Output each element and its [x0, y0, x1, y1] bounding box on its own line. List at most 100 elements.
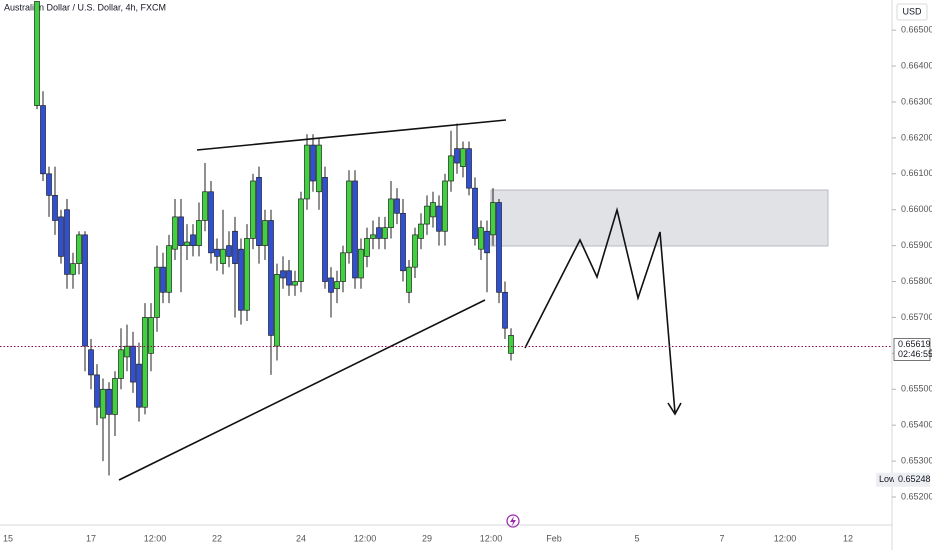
x-tick-label: 12	[843, 533, 853, 543]
candle-body	[430, 202, 436, 218]
currency: USD	[902, 6, 922, 16]
candle-body	[46, 173, 52, 196]
candle-body	[478, 227, 484, 250]
low-name-box	[876, 472, 894, 487]
low-value-label: 0.65248	[898, 474, 931, 484]
candle-body	[238, 248, 244, 311]
x-tick-label: 29	[422, 533, 432, 543]
candle-body	[100, 388, 106, 419]
candle-body	[190, 234, 196, 246]
low-name: Low	[879, 474, 896, 484]
candle-body	[502, 291, 508, 329]
candle-body	[196, 220, 202, 246]
candle-body	[358, 248, 364, 279]
candle-body	[424, 205, 430, 225]
currency-box[interactable]	[896, 3, 928, 21]
candle-body	[364, 238, 370, 257]
supply-zone	[490, 189, 829, 247]
y-tick-label: 0.66100	[901, 168, 932, 178]
y-tick-label: 0.65900	[901, 240, 932, 250]
candle-body	[244, 238, 250, 311]
candle-body	[160, 266, 166, 293]
candle-body	[226, 245, 232, 257]
candle-body	[352, 180, 358, 279]
candle-body	[466, 148, 472, 189]
x-tick-label: 22	[212, 533, 222, 543]
y-tick-label: 0.66200	[901, 132, 932, 142]
candle-body	[412, 234, 418, 268]
candle-body	[40, 105, 46, 175]
candle-body	[460, 148, 466, 167]
candle-body	[58, 216, 64, 257]
candle-body	[142, 317, 148, 408]
candle-body	[136, 363, 142, 408]
upper-trendline	[196, 119, 507, 151]
candle-body	[298, 198, 304, 282]
candle-body	[208, 191, 214, 254]
current-price-label: 0.65619	[898, 339, 931, 349]
candle-body	[508, 335, 514, 354]
projection-arrow	[667, 402, 682, 416]
candle-body	[316, 144, 322, 193]
chart-title: Australian Dollar / U.S. Dollar, 4h, FXC…	[4, 2, 166, 12]
y-tick-label: 0.65500	[901, 384, 932, 394]
candle-body	[112, 378, 118, 415]
candle-body	[52, 194, 58, 221]
candle-body	[490, 202, 496, 236]
drawings	[118, 119, 682, 481]
candle-body	[484, 230, 490, 254]
candle-body	[178, 216, 184, 246]
projection-path	[524, 206, 676, 414]
candle-body	[34, 1, 40, 106]
y-tick-label: 0.65400	[901, 420, 932, 430]
current-price-box	[893, 338, 931, 361]
candle-body	[256, 177, 262, 246]
candle-body	[304, 144, 310, 200]
candle-body	[202, 191, 208, 221]
candle-body	[184, 241, 190, 246]
candle-body	[106, 388, 112, 415]
candle-body	[346, 180, 352, 254]
candle-body	[148, 317, 154, 354]
candle-body	[454, 148, 460, 164]
candle-body	[118, 349, 124, 379]
lower-trendline	[118, 299, 486, 481]
candle-body	[268, 220, 274, 336]
candle-body	[70, 263, 76, 275]
candle-body	[292, 281, 298, 286]
candle-body	[154, 266, 160, 318]
candle-body	[88, 349, 94, 376]
candle-body	[130, 345, 136, 383]
y-tick-label: 0.65300	[901, 455, 932, 465]
candle-body	[382, 227, 388, 239]
candle-body	[388, 198, 394, 229]
low-value-box	[894, 472, 930, 487]
y-tick-label: 0.65800	[901, 276, 932, 286]
candle-body	[280, 270, 286, 279]
candle-body	[496, 202, 502, 293]
candle-body	[442, 180, 448, 232]
candle-body	[436, 205, 442, 232]
candle-body	[334, 281, 340, 290]
candle-body	[286, 270, 292, 286]
candle-body	[472, 187, 478, 239]
candle-body	[394, 198, 400, 214]
candle-body	[340, 252, 346, 282]
y-tick-label: 0.65200	[901, 491, 932, 501]
alert-icon[interactable]	[506, 514, 520, 528]
candle-body	[76, 234, 82, 264]
candle-body	[220, 248, 226, 264]
candle-body	[262, 220, 268, 246]
candle-body	[232, 230, 238, 264]
candle-body	[328, 277, 334, 293]
candle-body	[124, 345, 130, 358]
candle-body	[94, 374, 100, 408]
x-tick-label: 12:00	[144, 533, 167, 543]
y-tick-label: 0.66400	[901, 60, 932, 70]
x-tick-label: 12:00	[480, 533, 503, 543]
candle-body	[418, 223, 424, 239]
candle-body	[274, 274, 280, 347]
candle-body	[82, 234, 88, 347]
x-tick-label: 5	[634, 533, 639, 543]
